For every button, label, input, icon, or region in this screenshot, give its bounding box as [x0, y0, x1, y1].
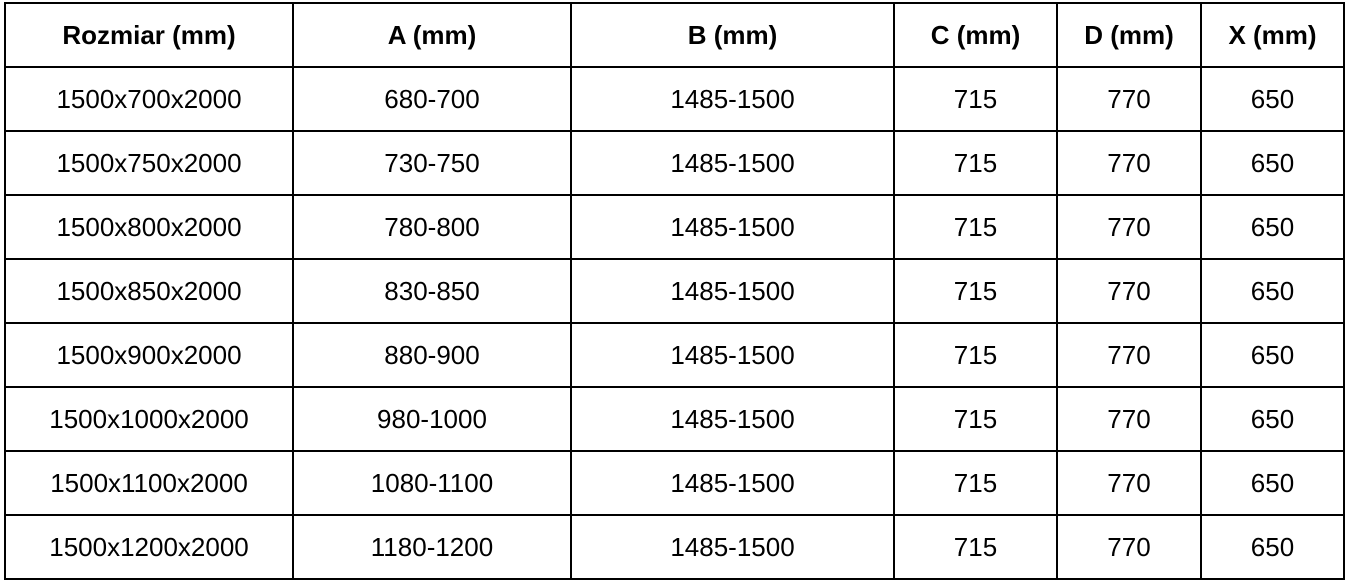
table-cell: 780-800	[292, 194, 572, 260]
table-cell: 980-1000	[292, 386, 572, 452]
table-cell: 770	[1056, 258, 1202, 324]
column-header: A (mm)	[292, 2, 572, 68]
table-cell: 770	[1056, 322, 1202, 388]
table-cell: 1485-1500	[570, 130, 895, 196]
table-row: 1500x850x2000 830-850 1485-1500 715 770 650	[4, 258, 1345, 324]
table-row: 1500x750x2000 730-750 1485-1500 715 770 650	[4, 130, 1345, 196]
table-cell: 880-900	[292, 322, 572, 388]
table-cell: 770	[1056, 130, 1202, 196]
column-header: X (mm)	[1200, 2, 1345, 68]
table-cell: 830-850	[292, 258, 572, 324]
column-header: Rozmiar (mm)	[4, 2, 294, 68]
table-cell: 650	[1200, 66, 1345, 132]
table-cell: 680-700	[292, 66, 572, 132]
table-cell: 1080-1100	[292, 450, 572, 516]
table-cell: 715	[893, 322, 1058, 388]
table-cell: 770	[1056, 450, 1202, 516]
table-row: 1500x1100x2000 1080-1100 1485-1500 715 770 65…	[4, 450, 1345, 516]
column-header: B (mm)	[570, 2, 895, 68]
table-cell: 1500x750x2000	[4, 130, 294, 196]
table-cell: 650	[1200, 514, 1345, 580]
table-row: 1500x700x2000 680-700 1485-1500 715 770 650	[4, 66, 1345, 132]
table-cell: 650	[1200, 258, 1345, 324]
table-cell: 1485-1500	[570, 322, 895, 388]
table-cell: 1180-1200	[292, 514, 572, 580]
table-cell: 770	[1056, 514, 1202, 580]
table-row: 1500x900x2000 880-900 1485-1500 715 770 650	[4, 322, 1345, 388]
column-header: C (mm)	[893, 2, 1058, 68]
header-row: Rozmiar (mm) A (mm) B (mm) C (mm) D (mm) X (m…	[4, 2, 1345, 68]
table-row: 1500x800x2000 780-800 1485-1500 715 770 650	[4, 194, 1345, 260]
table-cell: 1485-1500	[570, 258, 895, 324]
table-cell: 1485-1500	[570, 66, 895, 132]
dimensions-table: Rozmiar (mm) A (mm) B (mm) C (mm) D (mm) X (m…	[4, 2, 1345, 580]
table-cell: 650	[1200, 450, 1345, 516]
table-cell: 770	[1056, 386, 1202, 452]
table-cell: 650	[1200, 386, 1345, 452]
table-cell: 1500x850x2000	[4, 258, 294, 324]
table-row: 1500x1000x2000 980-1000 1485-1500 715 770 650	[4, 386, 1345, 452]
table-cell: 770	[1056, 66, 1202, 132]
table-cell: 1500x700x2000	[4, 66, 294, 132]
table-cell: 715	[893, 514, 1058, 580]
table-cell: 1500x800x2000	[4, 194, 294, 260]
table-cell: 1485-1500	[570, 450, 895, 516]
table-cell: 730-750	[292, 130, 572, 196]
table-cell: 1500x1200x2000	[4, 514, 294, 580]
table-cell: 1500x1000x2000	[4, 386, 294, 452]
table-cell: 1500x900x2000	[4, 322, 294, 388]
table-cell: 1485-1500	[570, 386, 895, 452]
table-cell: 715	[893, 194, 1058, 260]
table-cell: 650	[1200, 322, 1345, 388]
table-cell: 650	[1200, 194, 1345, 260]
table-cell: 1485-1500	[570, 514, 895, 580]
table-cell: 1500x1100x2000	[4, 450, 294, 516]
table-cell: 715	[893, 66, 1058, 132]
column-header: D (mm)	[1056, 2, 1202, 68]
table-cell: 715	[893, 450, 1058, 516]
table-cell: 1485-1500	[570, 194, 895, 260]
table-cell: 715	[893, 130, 1058, 196]
table-cell: 650	[1200, 130, 1345, 196]
table-cell: 770	[1056, 194, 1202, 260]
table-cell: 715	[893, 386, 1058, 452]
table-cell: 715	[893, 258, 1058, 324]
table-row: 1500x1200x2000 1180-1200 1485-1500 715 770 65…	[4, 514, 1345, 580]
